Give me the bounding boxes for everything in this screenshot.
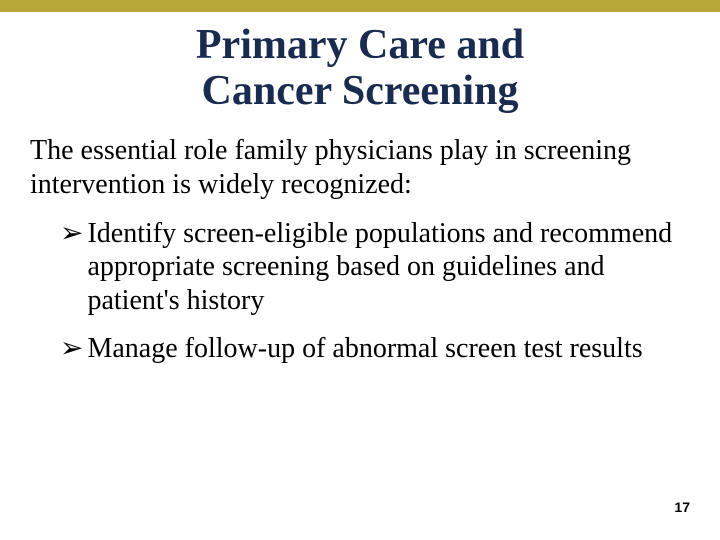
intro-paragraph: The essential role family physicians pla… [0,134,720,216]
bullet-marker-icon: ➢ [60,332,83,366]
title-line-1: Primary Care and [20,22,700,68]
bullet-text: Identify screen-eligible populations and… [87,217,680,318]
bullet-marker-icon: ➢ [60,217,83,318]
slide-title-section: Primary Care and Cancer Screening [0,12,720,134]
list-item: ➢ Identify screen-eligible populations a… [60,217,680,318]
title-line-2: Cancer Screening [20,68,700,114]
bullet-text: Manage follow-up of abnormal screen test… [87,332,680,366]
list-item: ➢ Manage follow-up of abnormal screen te… [60,332,680,366]
page-number: 17 [674,499,690,515]
top-accent-bar [0,0,720,12]
bullet-list: ➢ Identify screen-eligible populations a… [0,217,720,366]
